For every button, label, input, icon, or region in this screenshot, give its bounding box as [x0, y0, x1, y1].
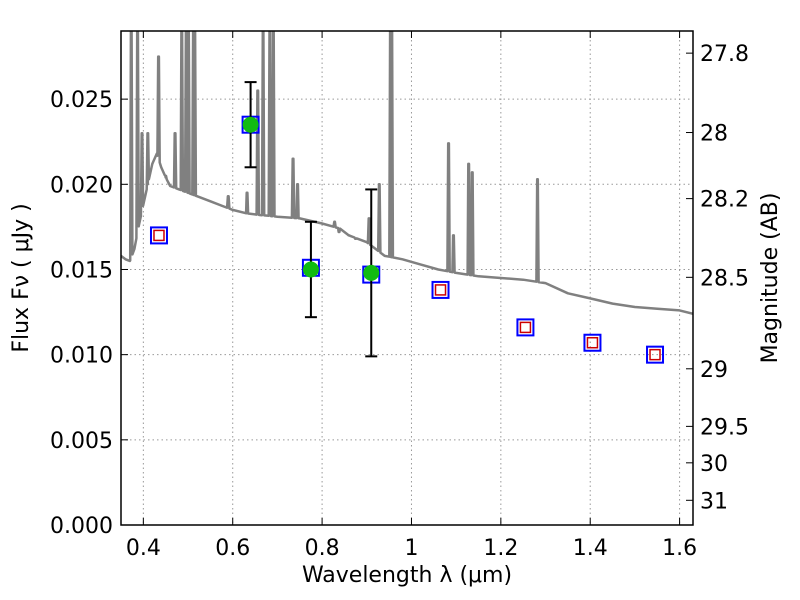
model-flux-box: [646, 345, 665, 364]
x-tick-label: 1.2: [483, 536, 518, 561]
plot-frame: [120, 30, 694, 526]
model-flux-box: [516, 318, 535, 337]
detection-point: [302, 261, 319, 278]
y2-tick-label: 28.2: [700, 188, 749, 213]
y2-tick-label: 31: [700, 489, 728, 514]
plot-background: [121, 31, 693, 525]
ticks: [121, 31, 693, 526]
y2-tick-label: 27.8: [700, 42, 749, 67]
x-tick-label: 1: [404, 536, 418, 561]
photometry-layer: [149, 81, 665, 364]
model-spectrum-layer: [121, 31, 693, 316]
model-flux-inner-square: [649, 348, 661, 361]
model-flux-inner-square: [519, 321, 532, 334]
model-flux-box: [583, 333, 602, 352]
y2-tick-label: 29.5: [700, 415, 749, 440]
x-tick-label: 0.8: [305, 536, 340, 561]
y2-tick-label: 28.5: [700, 266, 749, 291]
model-flux-inner-square: [586, 336, 599, 349]
model-flux-inner-square: [153, 229, 165, 242]
y-axis-label: Flux Fν ( μJy ): [9, 203, 34, 352]
detection-point: [242, 116, 259, 133]
x-tick-label: 0.6: [215, 536, 250, 561]
x-tick-label: 1.4: [573, 536, 608, 561]
y-tick-label: 0.000: [50, 514, 113, 539]
model-spectrum-line: [121, 31, 693, 316]
model-flux-inner-square: [434, 284, 447, 296]
y-tick-label: 0.010: [50, 344, 113, 369]
detection-point: [363, 264, 380, 281]
tick-labels: 0.4 0.6 0.8 1 1.2 1.4 1.6 0.000 0.005 0.010 0.015 0…: [50, 42, 749, 561]
x-axis-label: Wavelength λ (μm): [302, 563, 512, 588]
x-tick-label: 1.6: [662, 536, 697, 561]
y2-tick-label: 29: [700, 358, 728, 383]
y-tick-label: 0.025: [50, 88, 113, 113]
y-tick-label: 0.015: [50, 258, 113, 283]
y2-tick-label: 28: [700, 122, 728, 147]
y-tick-label: 0.005: [50, 429, 113, 454]
model-flux-box: [431, 280, 450, 299]
model-flux-box: [149, 226, 168, 245]
y2-axis-label: Magnitude (AB): [758, 193, 783, 364]
y2-tick-label: 30: [700, 452, 728, 477]
x-tick-label: 0.4: [126, 536, 161, 561]
y-tick-label: 0.020: [50, 173, 113, 198]
